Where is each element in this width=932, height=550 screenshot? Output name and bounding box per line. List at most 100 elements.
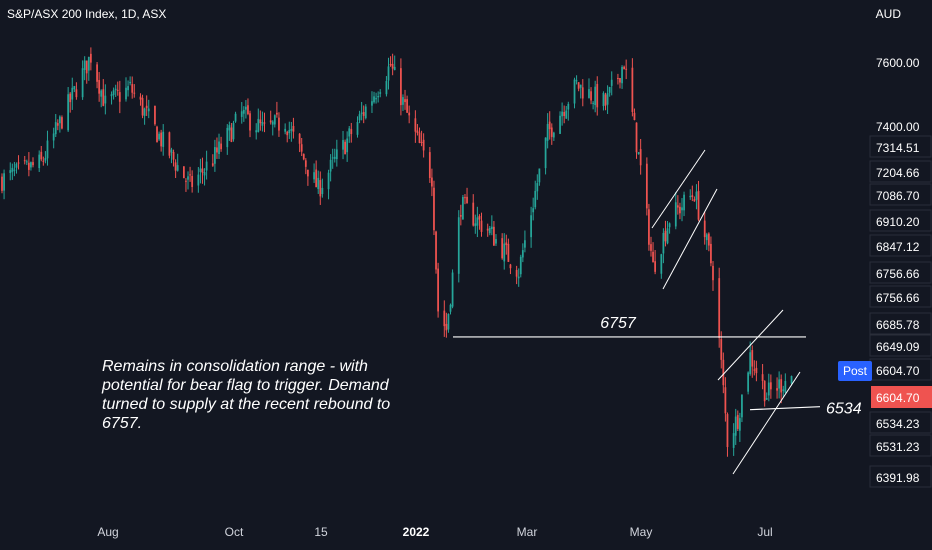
candle-body <box>307 169 309 177</box>
candle-body <box>245 106 247 110</box>
candle-body <box>495 239 497 244</box>
candle-body <box>85 60 88 74</box>
currency-label: AUD <box>875 7 901 21</box>
candle-body <box>548 121 551 130</box>
candle-body <box>590 91 592 101</box>
candle-body <box>286 131 289 136</box>
candle-body <box>780 379 783 393</box>
candle-body <box>214 147 216 164</box>
candle-body <box>736 415 739 429</box>
candle-body <box>732 433 735 448</box>
candle-body <box>666 228 669 244</box>
candle-body <box>718 278 721 338</box>
candle-body <box>402 97 404 105</box>
candle-body <box>488 227 491 234</box>
candle-body <box>619 77 621 83</box>
candle-body <box>102 89 105 106</box>
candle-body <box>631 67 634 112</box>
candle-body <box>356 122 359 135</box>
candle-body <box>89 53 92 63</box>
candle-body <box>530 215 532 238</box>
candle-body <box>98 80 101 94</box>
candle-body <box>668 223 671 228</box>
candle-body <box>633 112 636 120</box>
candle-body <box>335 149 338 160</box>
candle-body <box>577 82 580 89</box>
candle-body <box>437 268 439 312</box>
candle-body <box>319 180 322 197</box>
candle-body <box>292 125 295 132</box>
candle-body <box>73 86 76 90</box>
y-axis-label: 6604.70 <box>876 391 920 405</box>
candle-body <box>761 374 764 381</box>
axis-label-box <box>869 285 932 308</box>
candle-body <box>406 99 408 113</box>
candle-body <box>127 86 129 91</box>
candle-body <box>284 128 287 132</box>
candle-body <box>749 352 752 374</box>
candle-body <box>431 177 433 187</box>
candle-body <box>741 394 743 418</box>
y-axis-label: 6910.20 <box>876 215 920 229</box>
candle-body <box>660 254 663 274</box>
candle-body <box>451 272 454 307</box>
candle-body <box>83 60 86 70</box>
candle-body <box>763 380 766 402</box>
candle-body <box>13 169 16 171</box>
candle-body <box>61 117 63 129</box>
candle-body <box>621 66 623 84</box>
candle-body <box>505 242 508 246</box>
candle-body <box>565 110 568 119</box>
candle-body <box>573 79 576 104</box>
axis-label-box <box>869 160 932 183</box>
candle-body <box>681 207 683 211</box>
candle-body <box>232 122 235 140</box>
candle-body <box>507 243 510 262</box>
candle-body <box>118 92 121 102</box>
analysis-annotation: Remains in consolidation range - with po… <box>102 358 391 432</box>
candle-body <box>416 130 419 133</box>
candle-body <box>393 66 396 70</box>
candle-body <box>480 220 483 232</box>
candle-body <box>160 132 163 147</box>
candle-body <box>712 265 714 281</box>
candle-body <box>552 132 555 138</box>
support-label-6757: 6757 <box>600 315 637 332</box>
candle-body <box>300 144 303 152</box>
candle-body <box>404 99 406 103</box>
candle-body <box>269 120 272 123</box>
candle-body <box>141 98 144 116</box>
candle-body <box>476 217 479 226</box>
candle-body <box>650 244 652 251</box>
y-axis-label: 6531.23 <box>876 440 920 454</box>
candle-body <box>519 256 522 275</box>
candle-body <box>683 194 685 211</box>
axis-label-box <box>869 261 932 284</box>
candle-body <box>765 398 768 400</box>
candle-body <box>474 223 477 227</box>
candle-body <box>346 138 349 153</box>
chart-title: S&P/ASX 200 Index, 1D, ASX <box>7 7 167 21</box>
candle-body <box>81 68 84 98</box>
candle-body <box>422 139 425 151</box>
candle-body <box>27 162 30 170</box>
candle-body <box>604 94 607 106</box>
candle-body <box>400 68 402 106</box>
candle-body <box>689 195 692 198</box>
candle-body <box>32 162 34 166</box>
candle-body <box>697 190 700 220</box>
candle-body <box>490 226 493 229</box>
candle-body <box>420 141 423 143</box>
axis-label-box <box>869 209 932 232</box>
candle-body <box>112 90 115 95</box>
x-tick-label: May <box>630 525 653 539</box>
candle-body <box>104 95 107 104</box>
candle-body <box>664 230 667 242</box>
channel-line <box>717 309 784 381</box>
candle-body <box>606 93 609 105</box>
candle-body <box>174 162 177 171</box>
y-axis-label: 6534.23 <box>876 417 920 431</box>
post-button[interactable]: Post <box>838 361 872 381</box>
axis-label-box <box>869 135 932 158</box>
